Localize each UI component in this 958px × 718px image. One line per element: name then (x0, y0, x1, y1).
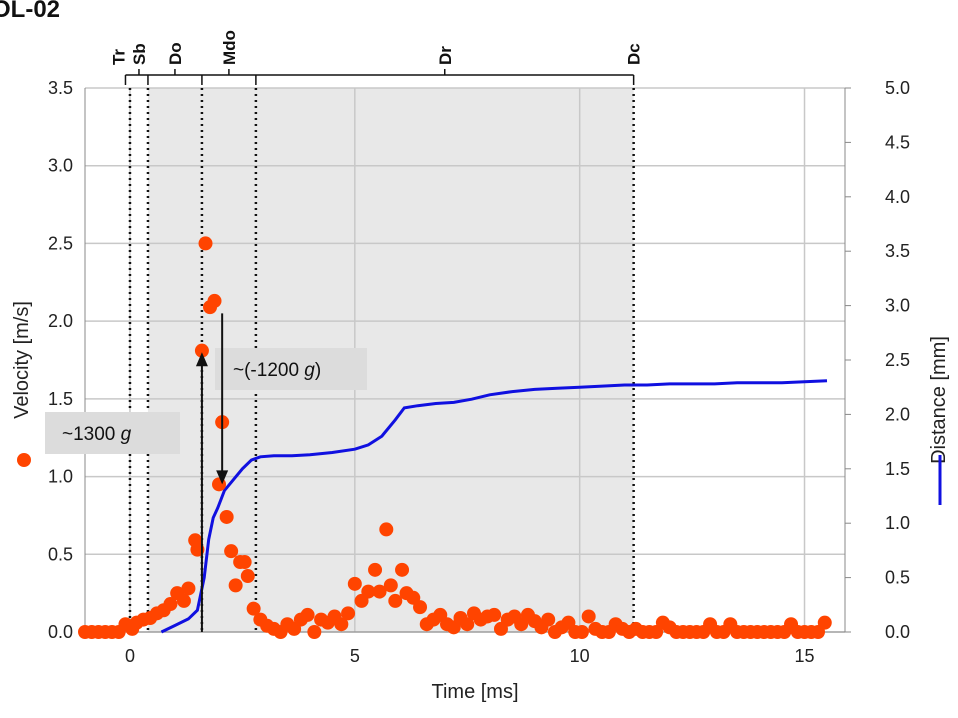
velocity-point (581, 609, 596, 624)
y-tick-label: 1.5 (48, 389, 73, 409)
y2-tick-label: 0.5 (885, 568, 910, 588)
arrow-head (195, 352, 208, 367)
y-axis-title: Velocity [m/s] (11, 301, 33, 419)
y-tick-label: 3.5 (48, 78, 73, 98)
y-tick-label: 2.5 (48, 233, 73, 253)
velocity-point (413, 600, 428, 615)
x-tick-label: 5 (350, 646, 360, 666)
velocity-point (194, 343, 209, 358)
velocity-point (817, 615, 832, 630)
velocity-point (207, 293, 222, 308)
y-tick-label: 0.0 (48, 622, 73, 642)
velocity-point (383, 578, 398, 593)
y2-tick-label: 2.5 (885, 350, 910, 370)
velocity-point (574, 625, 589, 639)
phase-label: Mdo (220, 30, 239, 65)
velocity-point (379, 522, 394, 537)
y2-tick-label: 1.0 (885, 513, 910, 533)
y2-tick-label: 4.5 (885, 132, 910, 152)
y2-tick-label: 4.0 (885, 187, 910, 207)
velocity-point (460, 617, 475, 632)
arrow-head (216, 470, 229, 485)
y2-tick-label: 3.0 (885, 296, 910, 316)
y2-tick-label: 2.0 (885, 404, 910, 424)
x-tick-label: 0 (125, 646, 135, 666)
velocity-point (163, 597, 178, 612)
annotation-box (215, 348, 367, 390)
distance-line (160, 379, 828, 634)
velocity-point (395, 562, 410, 577)
velocity-point (181, 581, 196, 596)
phase-label: Tr (110, 49, 129, 65)
velocity-point (237, 555, 252, 570)
velocity-point (224, 544, 239, 559)
velocity-point (307, 625, 322, 639)
velocity-point (334, 617, 349, 632)
y2-tick-label: 3.5 (885, 241, 910, 261)
velocity-point (347, 576, 362, 591)
velocity-point (228, 578, 243, 593)
y-tick-label: 1.0 (48, 467, 73, 487)
velocity-point (388, 593, 403, 608)
velocity-point (361, 584, 376, 599)
annotation-text: ~(-1200 g) (233, 360, 321, 381)
velocity-point (198, 236, 213, 251)
y2-axis-title: Distance [mm] (928, 336, 950, 464)
velocity-point (246, 601, 261, 616)
velocity-point (368, 562, 383, 577)
page-title: OL-02 (0, 0, 60, 23)
y2-tick-label: 5.0 (885, 78, 910, 98)
velocity-point (219, 509, 234, 524)
y-tick-label: 0.5 (48, 544, 73, 564)
phase-label: Dc (625, 43, 644, 65)
x-tick-label: 15 (795, 646, 815, 666)
y-tick-label: 2.0 (48, 311, 73, 331)
phase-label: Sb (130, 43, 149, 65)
y2-tick-label: 1.5 (885, 459, 910, 479)
phase-label: Do (166, 42, 185, 65)
velocity-point (176, 593, 191, 608)
velocity-point (541, 612, 556, 627)
velocity-point (240, 569, 255, 584)
phase-label: Dr (436, 46, 455, 65)
velocity-point (487, 607, 502, 622)
velocity-point (300, 607, 315, 622)
velocity-legend-marker (17, 453, 31, 467)
x-tick-label: 10 (570, 646, 590, 666)
annotation-text: ~1300 g (62, 424, 132, 445)
y2-tick-label: 0.0 (885, 622, 910, 642)
velocity-point (372, 584, 387, 599)
x-axis-title: Time [ms] (431, 681, 518, 703)
y-tick-label: 3.0 (48, 156, 73, 176)
annotation-box (45, 412, 180, 454)
velocity-point (341, 606, 356, 621)
